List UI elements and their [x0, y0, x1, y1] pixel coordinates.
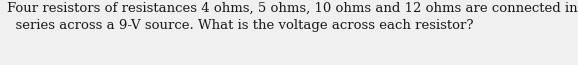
Text: Four resistors of resistances 4 ohms, 5 ohms, 10 ohms and 12 ohms are connected : Four resistors of resistances 4 ohms, 5 … [7, 2, 577, 32]
